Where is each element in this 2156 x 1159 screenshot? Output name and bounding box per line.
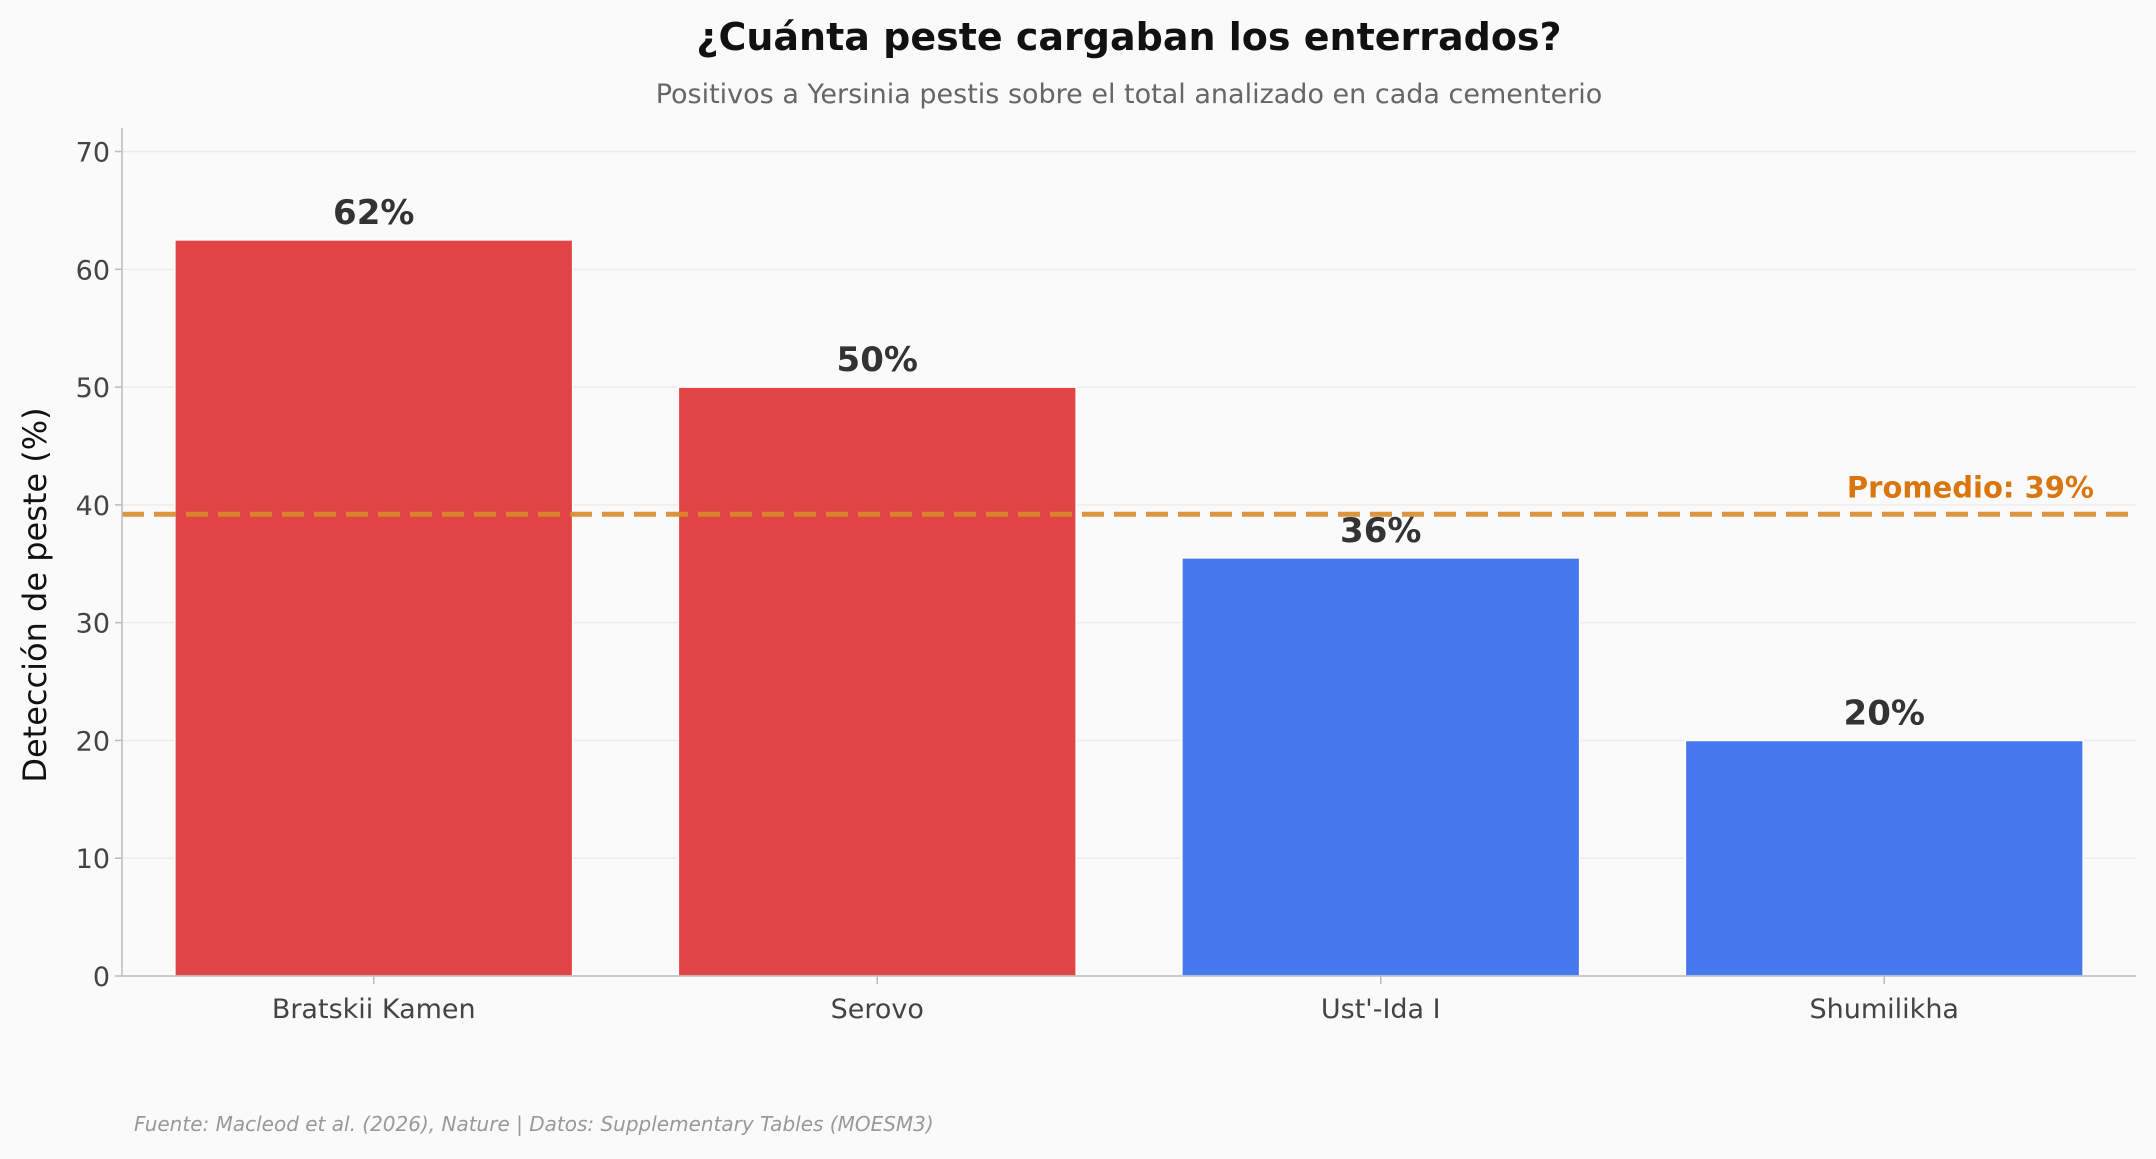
source-note: Fuente: Macleod et al. (2026), Nature | …	[134, 1112, 934, 1136]
average-reference: Promedio: 39%	[122, 470, 2136, 517]
chart-title: ¿Cuánta peste cargaban los enterrados?	[696, 15, 1561, 59]
data-label: 20%	[1844, 693, 1925, 733]
bars	[174, 239, 2084, 977]
bar	[1181, 557, 1581, 977]
data-label: 36%	[1340, 511, 1421, 551]
chart-subtitle: Positivos a Yersinia pestis sobre el tot…	[656, 79, 1603, 110]
bar	[677, 386, 1077, 977]
data-label: 50%	[837, 340, 918, 380]
y-tick-label: 40	[76, 491, 110, 522]
y-tick-label: 60	[76, 255, 110, 286]
axes: 0 10 20 30 40 50 60 70 Bratskii Kamen Serovo Ust'-…	[76, 128, 2136, 1025]
x-tick-label: Serovo	[831, 994, 924, 1025]
x-tick-label: Shumilikha	[1810, 994, 1959, 1025]
y-tick-label: 30	[76, 609, 110, 640]
data-labels: 62% 50% 36% 20%	[333, 193, 1925, 734]
data-label: 62%	[333, 193, 414, 233]
x-tick-label: Ust'-Ida I	[1321, 994, 1441, 1025]
y-axis-label: Detección de peste (%)	[16, 407, 54, 782]
y-tick-label: 70	[76, 138, 110, 169]
y-tick-label: 10	[76, 844, 110, 875]
bar	[174, 239, 574, 977]
y-tick-label: 20	[76, 726, 110, 757]
y-tick-label: 0	[93, 962, 110, 993]
bar	[1684, 739, 2084, 977]
x-tick-label: Bratskii Kamen	[272, 994, 476, 1025]
average-label: Promedio: 39%	[1847, 470, 2094, 504]
y-tick-label: 50	[76, 373, 110, 404]
